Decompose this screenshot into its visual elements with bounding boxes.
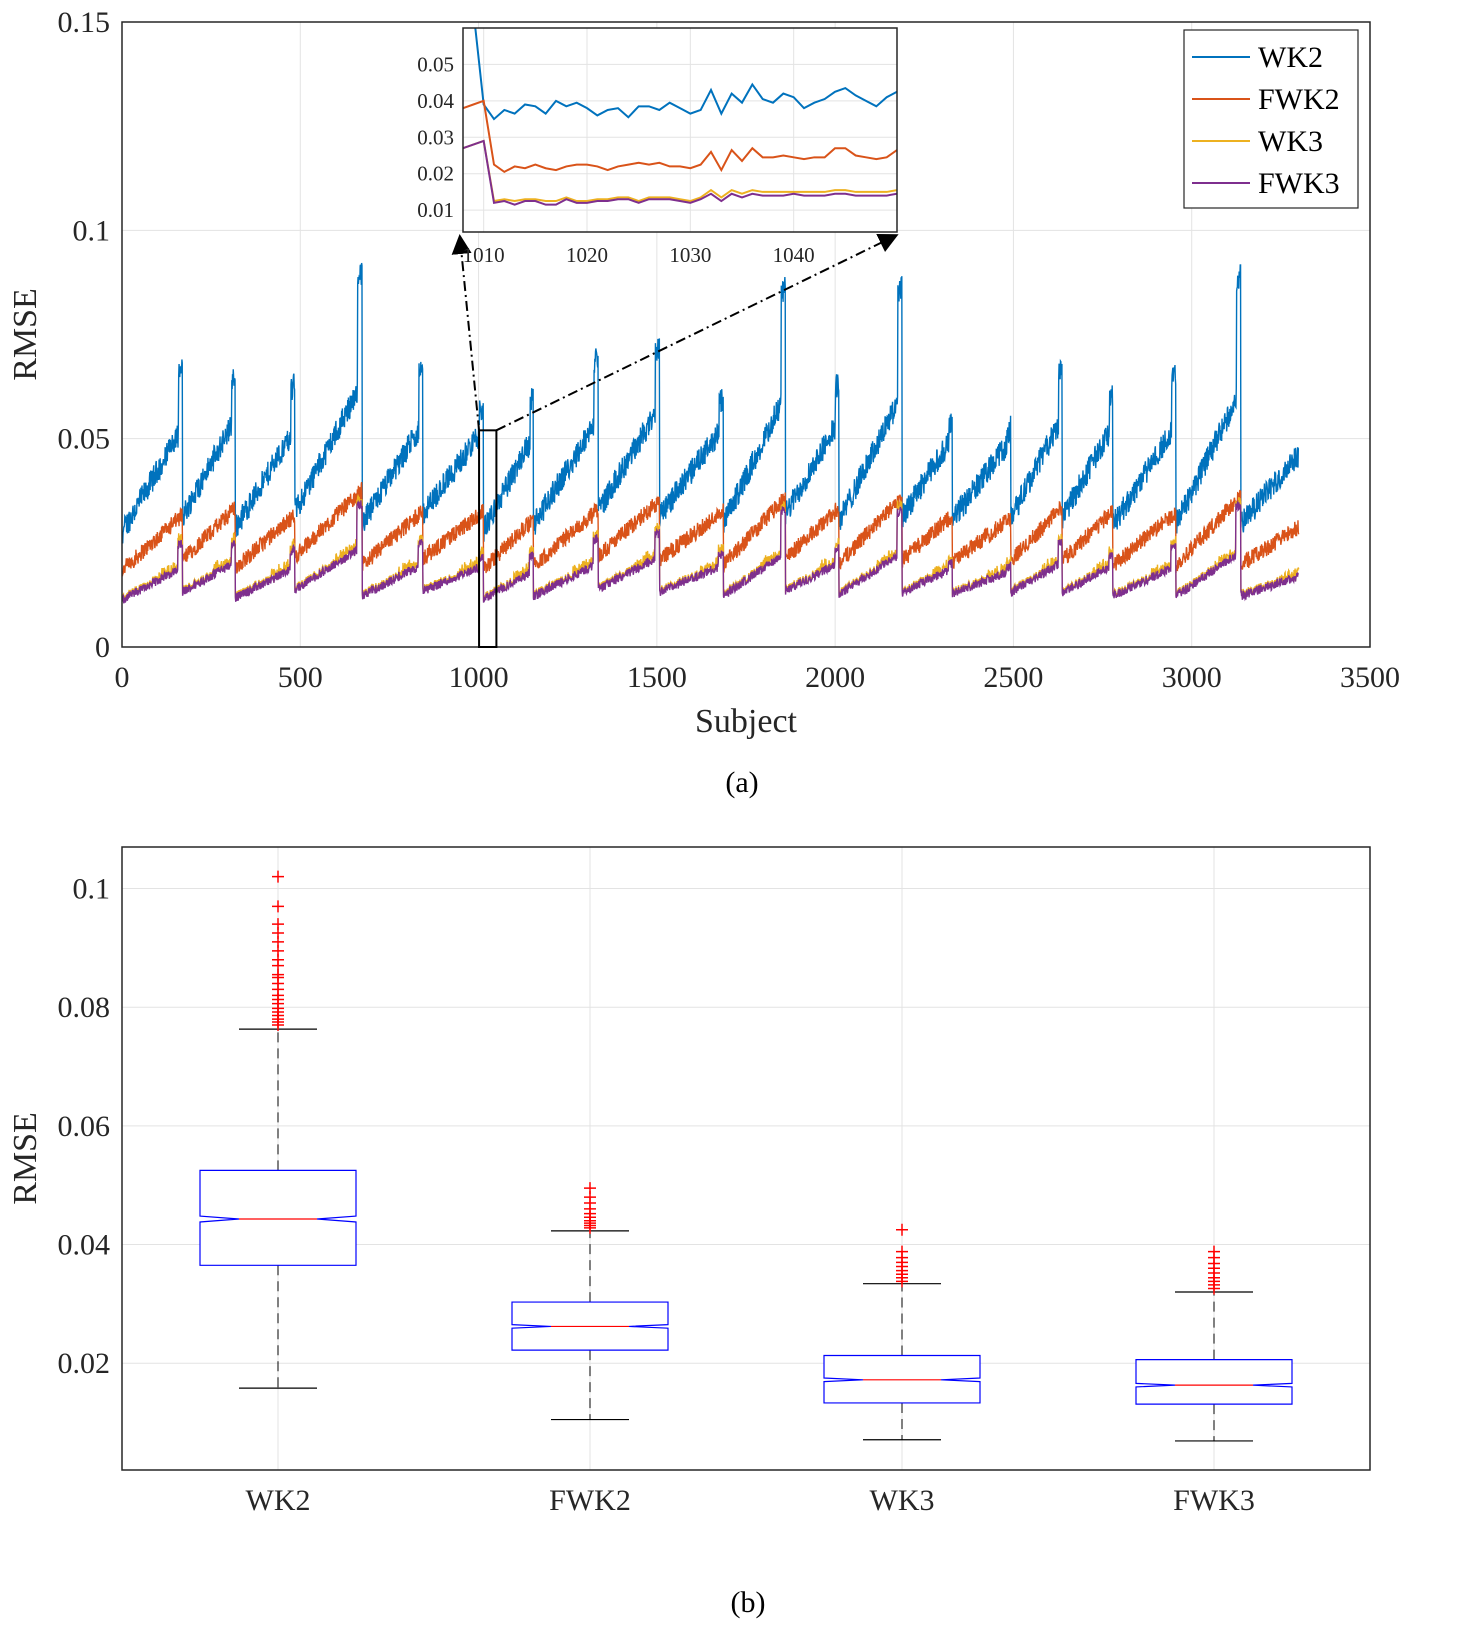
box-fwk2 bbox=[511, 1182, 669, 1421]
inset-y-tick-label: 0.05 bbox=[417, 52, 454, 76]
x-tick-label: 2000 bbox=[805, 661, 865, 694]
inset-series-line-wk3 bbox=[463, 139, 897, 203]
inset-x-tick-label: 1010 bbox=[463, 243, 505, 267]
y-tick-label: 0.06 bbox=[58, 1110, 111, 1143]
outlier-marker bbox=[896, 1275, 908, 1288]
inset-y-tick-label: 0.03 bbox=[417, 125, 454, 149]
y-tick-label: 0.02 bbox=[58, 1347, 111, 1380]
inset-background bbox=[463, 28, 897, 232]
inset-y-tick-label: 0.02 bbox=[417, 162, 454, 186]
inset-y-tick-label: 0.01 bbox=[417, 198, 454, 222]
y-tick-label: 0.04 bbox=[58, 1229, 111, 1262]
panel-b-y-axis-label: RMSE bbox=[7, 1112, 44, 1205]
panel-a-line-chart: 0 500 1000 1500 2000 2500 3000 3500 0 0.05 0.1 0.15… bbox=[7, 6, 1401, 799]
x-tick-label-wk3: WK3 bbox=[870, 1484, 935, 1517]
y-tick-label: 0.1 bbox=[73, 873, 111, 906]
panel-a-x-axis-label: Subject bbox=[695, 703, 798, 740]
zoom-region-box bbox=[478, 429, 498, 649]
inset-frame bbox=[462, 27, 898, 233]
box-wk2 bbox=[199, 870, 357, 1389]
x-tick-label: 0 bbox=[115, 661, 130, 694]
x-tick-label-fwk2: FWK2 bbox=[549, 1484, 631, 1517]
outlier-marker bbox=[272, 900, 284, 913]
zoom-inset-chart: 1010 1020 1030 1040 0.01 0.02 0.03 0.04 0.05 bbox=[417, 27, 898, 267]
panel-b-box-plot: 0.02 0.04 0.06 0.08 0.1 WK2 FWK2 WK3 FWK3 RMSE (… bbox=[7, 846, 1371, 1619]
x-tick-label-wk2: WK2 bbox=[246, 1484, 311, 1517]
legend: WK2 FWK2 WK3 FWK3 bbox=[1183, 29, 1359, 209]
panel-a-tick-labels: 0 500 1000 1500 2000 2500 3000 3500 0 0.05 0.1 0.15 bbox=[58, 6, 1401, 694]
outlier-marker bbox=[272, 870, 284, 883]
notched-box bbox=[1135, 1359, 1293, 1405]
panel-b-boxes bbox=[199, 870, 1293, 1442]
y-tick-label: 0 bbox=[95, 631, 110, 664]
outlier-marker bbox=[1208, 1282, 1220, 1295]
y-tick-label: 0.15 bbox=[58, 6, 111, 39]
y-tick-label: 0.05 bbox=[58, 423, 111, 456]
series-line-fwk2 bbox=[121, 482, 1300, 577]
outlier-marker bbox=[584, 1221, 596, 1234]
inset-series-line-fwk3 bbox=[463, 139, 897, 206]
panel-a-series-lines bbox=[121, 262, 1300, 604]
inset-series-line-fwk2 bbox=[463, 99, 897, 174]
x-tick-label-fwk3: FWK3 bbox=[1173, 1484, 1255, 1517]
box-fwk3 bbox=[1135, 1245, 1293, 1442]
panel-a-plot-frame bbox=[121, 21, 1371, 648]
x-tick-label: 1000 bbox=[449, 661, 509, 694]
inset-x-tick-label: 1020 bbox=[566, 243, 608, 267]
panel-b-tick-labels: 0.02 0.04 0.06 0.08 0.1 WK2 FWK2 WK3 FWK3 bbox=[58, 873, 1255, 1517]
legend-label-wk2: WK2 bbox=[1258, 41, 1323, 74]
zoom-arrow-left bbox=[451, 234, 481, 431]
y-tick-label: 0.1 bbox=[73, 214, 111, 247]
panel-b-caption: (b) bbox=[731, 1586, 766, 1619]
series-line-wk2 bbox=[121, 262, 1300, 544]
panel-b-plot-frame bbox=[121, 846, 1371, 1471]
outlier-marker bbox=[896, 1223, 908, 1236]
x-tick-label: 1500 bbox=[627, 661, 687, 694]
legend-label-fwk3: FWK3 bbox=[1258, 167, 1340, 200]
legend-box bbox=[1183, 29, 1359, 209]
inset-x-tick-label: 1040 bbox=[773, 243, 815, 267]
inset-series-line-wk2 bbox=[474, 28, 897, 121]
x-tick-label: 2500 bbox=[983, 661, 1043, 694]
panel-a-caption: (a) bbox=[725, 766, 758, 799]
inset-series bbox=[463, 28, 897, 206]
panel-a-y-axis-label: RMSE bbox=[7, 288, 44, 381]
inset-y-tick-label: 0.04 bbox=[417, 89, 454, 113]
x-tick-label: 500 bbox=[278, 661, 323, 694]
zoom-arrow-right bbox=[495, 234, 899, 432]
x-tick-label: 3500 bbox=[1340, 661, 1400, 694]
y-tick-label: 0.08 bbox=[58, 991, 111, 1024]
zoom-arrows bbox=[451, 234, 899, 432]
box-wk3 bbox=[823, 1223, 981, 1441]
outlier-marker bbox=[272, 1019, 284, 1031]
notched-box bbox=[199, 1169, 357, 1266]
legend-label-fwk2: FWK2 bbox=[1258, 83, 1340, 116]
legend-label-wk3: WK3 bbox=[1258, 125, 1323, 158]
x-tick-label: 3000 bbox=[1162, 661, 1222, 694]
series-line-fwk3 bbox=[121, 499, 1299, 604]
inset-x-tick-label: 1030 bbox=[669, 243, 711, 267]
